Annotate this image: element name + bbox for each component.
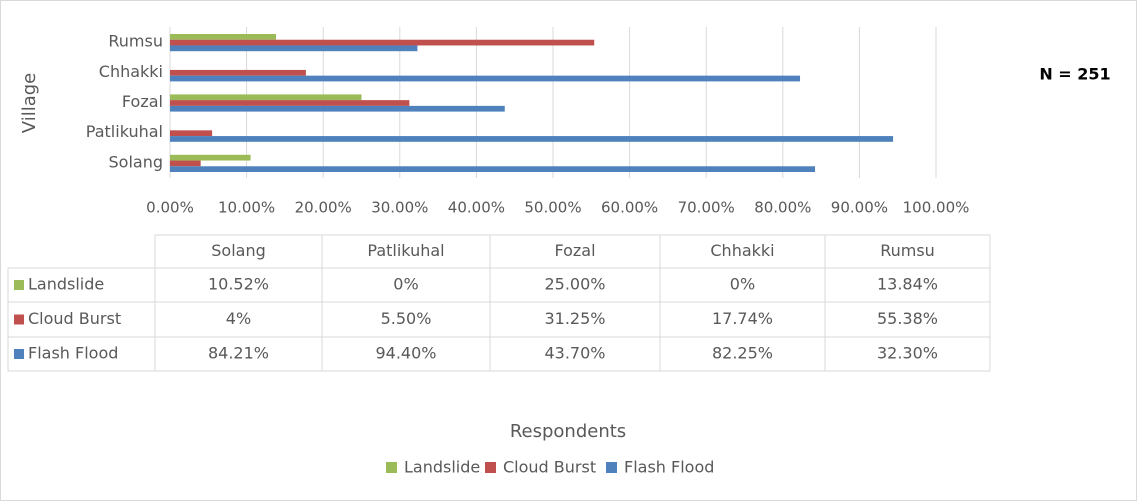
table-legend-key xyxy=(14,314,24,325)
table-value: 25.00% xyxy=(544,275,605,294)
bar xyxy=(170,130,213,137)
x-tick-label: 40.00% xyxy=(448,199,505,217)
bar xyxy=(170,34,277,40)
table-value: 13.84% xyxy=(877,275,938,294)
bar xyxy=(170,75,801,82)
table-header: Solang xyxy=(211,241,266,260)
table-value: 82.25% xyxy=(712,344,773,363)
x-tick-label: 50.00% xyxy=(524,199,581,217)
legend-label: Landslide xyxy=(404,458,480,477)
table-value: 0% xyxy=(730,275,755,294)
x-tick-label: 20.00% xyxy=(295,199,352,217)
table-value: 17.74% xyxy=(712,309,773,328)
table-legend-key xyxy=(14,280,24,290)
table-row-label: Cloud Burst xyxy=(28,309,121,328)
table-row-label: Flash Flood xyxy=(28,344,118,363)
x-tick-label: 30.00% xyxy=(371,199,428,217)
table-value: 55.38% xyxy=(877,309,938,328)
bar xyxy=(170,105,505,112)
bar xyxy=(170,69,306,76)
table-value: 84.21% xyxy=(208,344,269,363)
bar xyxy=(170,160,201,167)
x-axis-title: Respondents xyxy=(510,421,626,442)
y-tick-label: Chhakki xyxy=(99,62,163,81)
x-tick-label: 90.00% xyxy=(831,199,888,217)
legend-key xyxy=(485,462,496,473)
table-cell xyxy=(824,336,991,372)
table-value: 43.70% xyxy=(544,344,605,363)
y-tick-label: Rumsu xyxy=(108,32,163,51)
bar xyxy=(170,39,595,46)
table-value: 31.25% xyxy=(544,309,605,328)
table-value: 4% xyxy=(226,309,251,328)
x-tick-label: 0.00% xyxy=(146,199,194,217)
y-axis-title: Village xyxy=(19,73,40,133)
table-header: Rumsu xyxy=(880,241,935,260)
x-tick-label: 60.00% xyxy=(601,199,658,217)
y-tick-label: Solang xyxy=(109,152,164,171)
annotation: N = 251 xyxy=(1039,65,1110,84)
y-tick-label: Patlikuhal xyxy=(86,122,163,141)
legend-key xyxy=(386,462,397,473)
x-tick-label: 10.00% xyxy=(218,199,275,217)
table-value: 10.52% xyxy=(208,275,269,294)
bar xyxy=(170,45,418,52)
legend-label: Cloud Burst xyxy=(503,458,596,477)
x-tick-label: 100.00% xyxy=(903,199,970,217)
table-value: 32.30% xyxy=(877,344,938,363)
bar xyxy=(170,100,410,106)
table-value: 0% xyxy=(393,275,418,294)
table-legend-key xyxy=(14,349,24,359)
table-value: 94.40% xyxy=(375,344,436,363)
legend-key xyxy=(606,462,617,473)
bar xyxy=(170,94,362,101)
table-header: Fozal xyxy=(554,241,595,260)
bar xyxy=(170,166,816,172)
bar xyxy=(170,136,894,142)
y-tick-label: Fozal xyxy=(122,92,163,111)
table-header: Patlikuhal xyxy=(367,241,444,260)
table-value: 5.50% xyxy=(381,309,432,328)
x-tick-label: 70.00% xyxy=(678,199,735,217)
bar xyxy=(170,154,251,161)
x-tick-label: 80.00% xyxy=(754,199,811,217)
table-row-label: Landslide xyxy=(28,275,104,294)
legend-label: Flash Flood xyxy=(624,458,714,477)
table-header: Chhakki xyxy=(710,241,774,260)
